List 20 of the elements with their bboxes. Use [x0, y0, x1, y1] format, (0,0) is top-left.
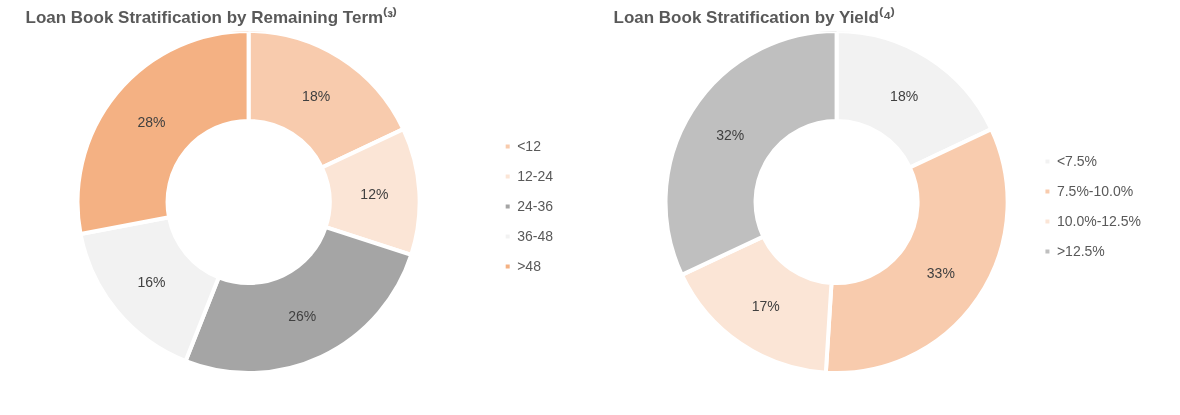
legend-label: 7.5%-10.0%: [1056, 183, 1134, 199]
legend-label: 36-48: [517, 228, 553, 244]
chart-title: Loan Book Stratification by Yield⁽⁴⁾: [613, 6, 896, 27]
data-label: 12%: [360, 186, 389, 203]
legend-label: <12: [517, 138, 541, 154]
legend-label: >12.5%: [1056, 243, 1105, 259]
legend-label: >48: [517, 258, 541, 274]
chart-title: Loan Book Stratification by Remaining Term⁽³⁾: [25, 6, 397, 27]
data-label: 18%: [890, 87, 919, 104]
data-label: 17%: [751, 297, 780, 314]
data-label: 16%: [137, 274, 166, 291]
legend-label: 10.0%-12.5%: [1056, 213, 1141, 229]
data-label: 32%: [716, 126, 745, 143]
data-label: 33%: [926, 264, 955, 281]
data-label: 18%: [302, 87, 331, 104]
legend-label: 24-36: [517, 198, 553, 214]
legend-label: <7.5%: [1056, 153, 1098, 169]
data-label: 26%: [288, 307, 317, 324]
legend-label: 12-24: [517, 168, 553, 184]
data-label: 28%: [137, 113, 166, 130]
